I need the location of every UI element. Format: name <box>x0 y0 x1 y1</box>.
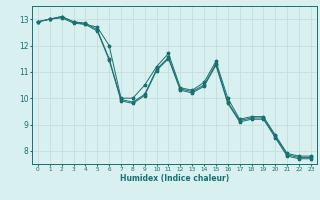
X-axis label: Humidex (Indice chaleur): Humidex (Indice chaleur) <box>120 174 229 183</box>
